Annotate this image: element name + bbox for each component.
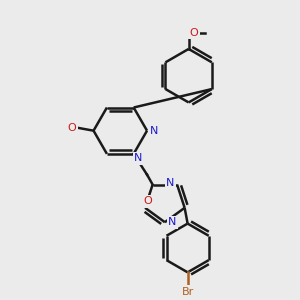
Text: N: N (149, 126, 158, 136)
Text: Br: Br (182, 286, 194, 297)
Text: N: N (134, 153, 142, 163)
Text: N: N (167, 178, 175, 188)
Text: O: O (190, 28, 198, 38)
Text: O: O (68, 123, 76, 133)
Text: N: N (168, 217, 176, 227)
Text: O: O (144, 196, 152, 206)
